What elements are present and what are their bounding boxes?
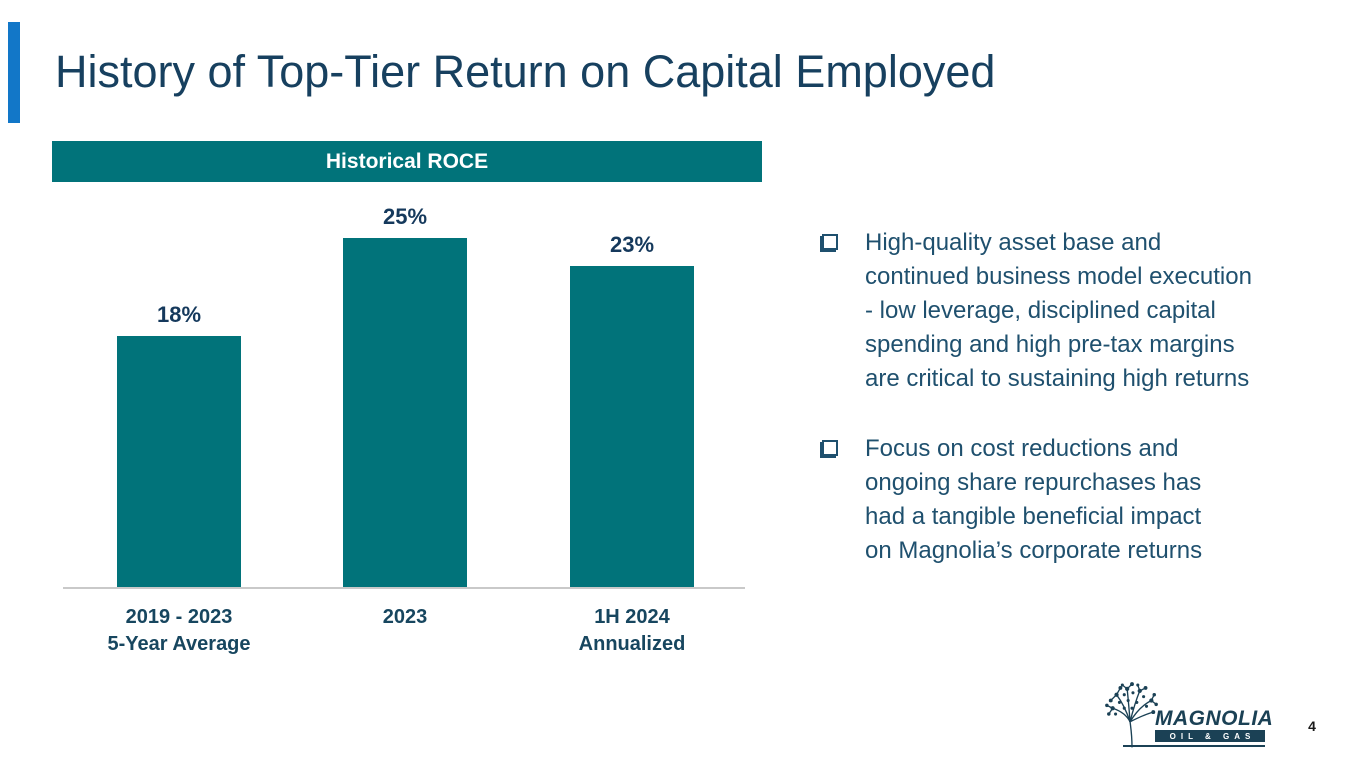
logo-underline <box>1123 745 1265 747</box>
bar <box>570 266 694 588</box>
bar <box>343 238 467 588</box>
x-axis-label: 2023 <box>382 606 428 628</box>
page-number: 4 <box>1308 718 1316 734</box>
magnolia-logo: MAGNOLIA OIL & GAS <box>1103 682 1274 750</box>
square-bullet-icon <box>822 234 838 250</box>
logo-tagline-text: OIL & GAS <box>1155 730 1265 742</box>
bar-value-label: 23% <box>609 232 655 257</box>
bar-group: 18% <box>61 302 297 588</box>
chart-title-banner: Historical ROCE <box>52 141 762 182</box>
bullet-text: High-quality asset base and continued bu… <box>865 229 1252 392</box>
title-accent-bar <box>8 22 20 123</box>
chart-plot: 18% 25% 23% <box>52 198 762 588</box>
logo-brand-text: MAGNOLIA <box>1155 707 1274 730</box>
x-axis-label: 2019 - 2023 5-Year Average <box>107 606 251 655</box>
bullet-text: Focus on cost reductions and ongoing sha… <box>865 435 1203 564</box>
slide-title: History of Top-Tier Return on Capital Em… <box>55 46 996 97</box>
magnolia-tree-icon <box>1105 682 1158 748</box>
x-axis-labels: 2019 - 2023 5-Year Average 2023 1H 2024 An… <box>52 604 762 664</box>
x-axis-line <box>63 587 745 589</box>
bullet-item: Focus on cost reductions and ongoing sha… <box>822 432 1322 568</box>
bar-value-label: 25% <box>382 204 428 229</box>
bar <box>117 336 241 588</box>
square-bullet-icon <box>822 440 838 456</box>
chart-title: Historical ROCE <box>325 149 489 173</box>
bullet-list: High-quality asset base and continued bu… <box>822 226 1322 568</box>
x-axis-label: 1H 2024 Annualized <box>578 606 686 655</box>
bar-group: 25% <box>287 204 523 588</box>
bullet-item: High-quality asset base and continued bu… <box>822 226 1322 396</box>
bar-value-label: 18% <box>156 302 202 327</box>
bar-group: 23% <box>514 232 750 588</box>
